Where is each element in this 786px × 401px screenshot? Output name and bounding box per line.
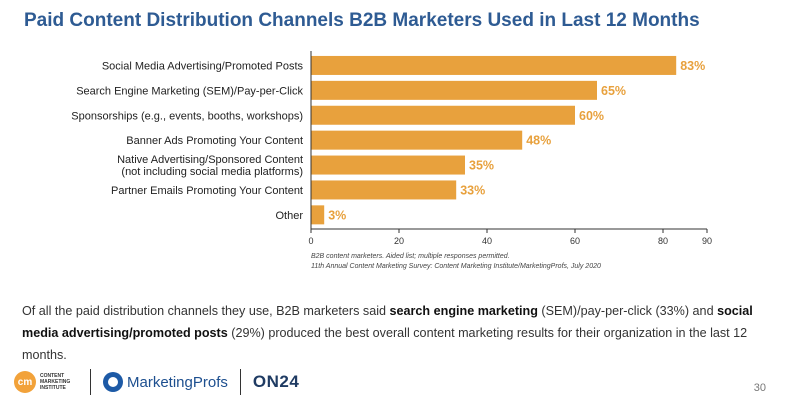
category-label: Search Engine Marketing (SEM)/Pay-per-Cl…	[76, 85, 303, 97]
chart-note-source: 11th Annual Content Marketing Survey: Co…	[311, 263, 601, 270]
summary-part2: (SEM)/pay-per-click (33%) and	[537, 304, 718, 318]
bar	[311, 155, 465, 175]
marketingprofs-mark-icon	[103, 372, 123, 392]
summary-text: Of all the paid distribution channels th…	[22, 300, 767, 366]
bar-chart: Social Media Advertising/Promoted Posts 8…	[71, 51, 712, 246]
summary-bold2: social media advertising/promoted posts	[22, 304, 753, 340]
chart-note-base: B2B content marketers. Aided list; multi…	[311, 253, 510, 260]
value-label: 65%	[601, 84, 626, 98]
category-label: Native Advertising/Sponsored Content (not…	[117, 154, 303, 178]
page-number: 30	[753, 382, 766, 394]
category-label: Banner Ads Promoting Your Content	[126, 135, 303, 147]
value-label: 3%	[328, 208, 346, 222]
value-label: 60%	[579, 109, 604, 123]
marketingprofs-logo: MarketingProfs	[103, 372, 228, 392]
marketingprofs-logo-text: MarketingProfs	[127, 373, 228, 391]
chart-title: Paid Content Distribution Channels B2B M…	[24, 10, 700, 31]
value-label: 33%	[460, 183, 485, 197]
cmi-logo: cm CONTENT MARKETING INSTITUTE	[14, 371, 78, 393]
summary-part1: Of all the paid distribution channels th…	[22, 304, 390, 318]
cmi-mark-icon: cm	[14, 371, 36, 393]
category-label: Other	[275, 210, 303, 222]
bar	[311, 80, 597, 100]
x-tick-label: 40	[482, 236, 492, 246]
footer-logos: cm CONTENT MARKETING INSTITUTE Marketing…	[14, 366, 299, 398]
summary-part3: (29%) produced the best overall content …	[22, 326, 748, 362]
summary-bold1: search engine marketing	[389, 304, 538, 318]
x-tick-label: 20	[394, 236, 404, 246]
x-tick-label: 60	[570, 236, 580, 246]
category-label: Sponsorships (e.g., events, booths, work…	[71, 110, 303, 122]
value-label: 83%	[680, 59, 705, 73]
bar	[311, 105, 575, 125]
bar	[311, 180, 457, 200]
bar	[311, 205, 325, 225]
x-tick-label: 90	[702, 236, 712, 246]
cmi-logo-text: CONTENT MARKETING INSTITUTE	[40, 373, 71, 391]
bar	[311, 55, 677, 75]
x-tick-label: 0	[308, 236, 313, 246]
footer-divider	[90, 369, 91, 395]
on24-logo: ON24	[252, 372, 300, 391]
category-label: Social Media Advertising/Promoted Posts	[102, 60, 304, 72]
x-tick-label: 80	[658, 236, 668, 246]
footer-divider	[239, 369, 241, 395]
value-label: 35%	[469, 159, 494, 173]
bar	[311, 130, 523, 150]
category-label: Partner Emails Promoting Your Content	[111, 185, 303, 197]
value-label: 48%	[526, 134, 551, 148]
